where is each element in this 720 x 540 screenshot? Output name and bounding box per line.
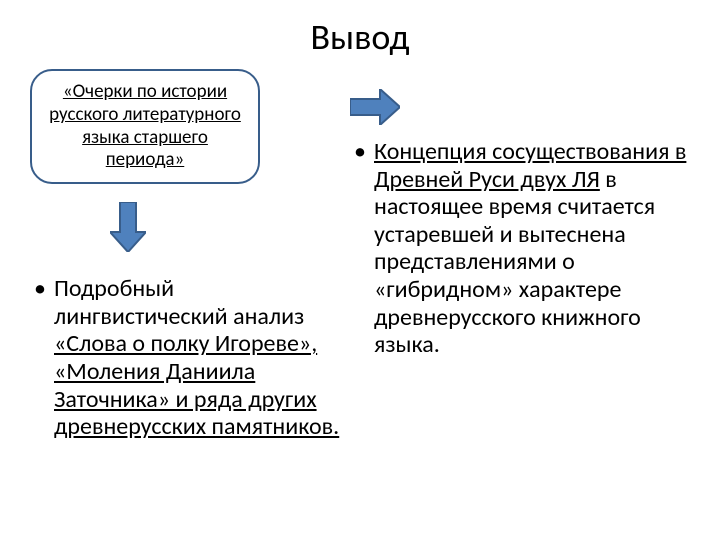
arrow-down-icon: [110, 202, 146, 252]
source-box: «Очерки по истории русского литературног…: [30, 69, 260, 184]
left-bullet-prefix: Подробный лингвистический анализ: [54, 274, 304, 331]
columns: «Очерки по истории русского литературног…: [30, 69, 690, 441]
right-bullet-suffix: в настоящее время считается устаревшей и…: [374, 165, 655, 360]
right-column: Концепция сосуществования в Древней Руси…: [350, 69, 690, 441]
arrow-right-icon: [350, 89, 400, 125]
slide: Вывод «Очерки по истории русского литера…: [0, 0, 720, 540]
right-bullet: Концепция сосуществования в Древней Руси…: [350, 138, 690, 359]
left-bullet: Подробный лингвистический анализ «Слова …: [30, 275, 340, 441]
arrow-down-path: [110, 202, 146, 252]
arrow-right-path: [350, 89, 400, 125]
box-text: «Очерки по истории русского литературног…: [49, 80, 241, 171]
left-column: «Очерки по истории русского литературног…: [30, 69, 340, 441]
right-bullet-underlined: Концепция сосуществования в Древней Руси…: [374, 137, 686, 194]
left-bullet-underlined: «Слова о полку Игореве», «Моления Даниил…: [54, 329, 339, 441]
page-title: Вывод: [30, 15, 690, 59]
